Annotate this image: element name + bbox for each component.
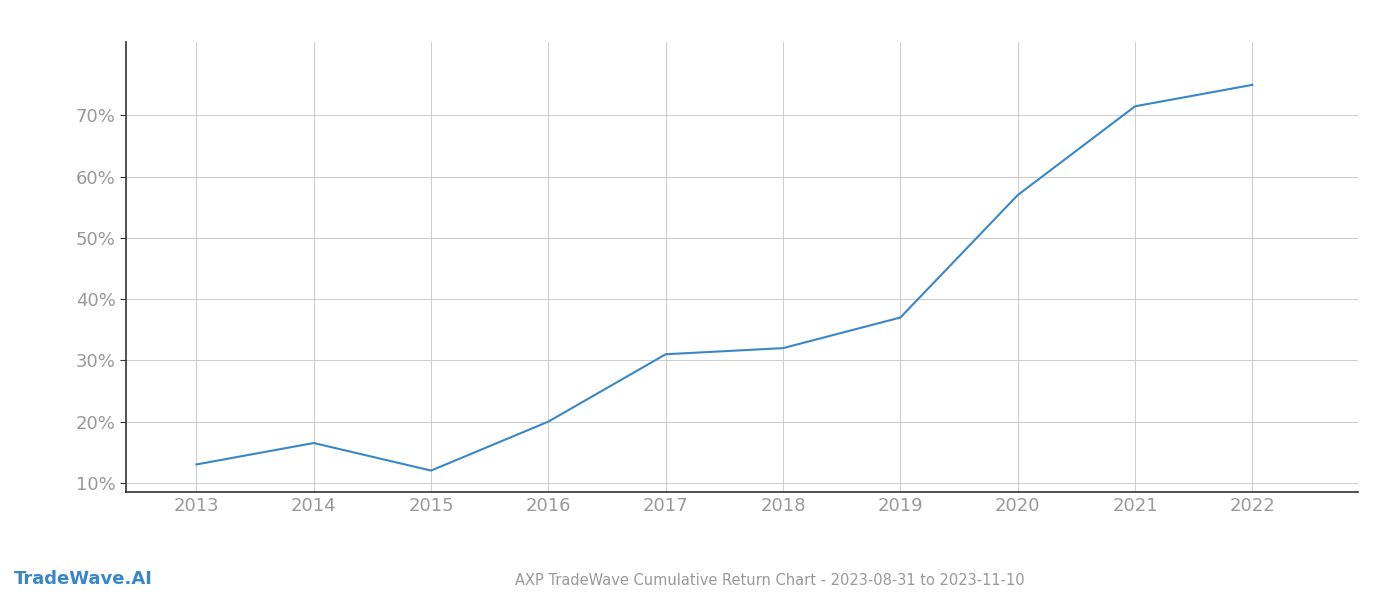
Text: TradeWave.AI: TradeWave.AI — [14, 570, 153, 588]
Text: AXP TradeWave Cumulative Return Chart - 2023-08-31 to 2023-11-10: AXP TradeWave Cumulative Return Chart - … — [515, 573, 1025, 588]
